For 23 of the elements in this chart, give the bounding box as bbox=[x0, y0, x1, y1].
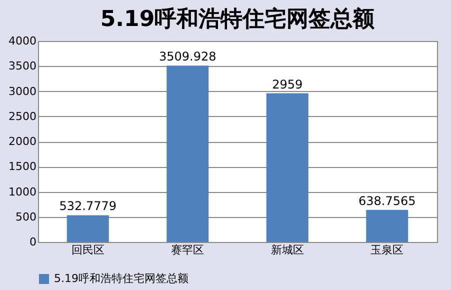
y-tick-label: 4000 bbox=[8, 34, 36, 48]
data-label: 532.7779 bbox=[59, 199, 117, 214]
bar bbox=[266, 93, 308, 242]
y-tick-label: 1500 bbox=[8, 160, 36, 174]
bar bbox=[366, 210, 408, 242]
x-tick-label: 赛罕区 bbox=[171, 244, 204, 256]
bar bbox=[66, 215, 109, 242]
y-tick-label: 2500 bbox=[8, 110, 36, 123]
legend-label: 5.19呼和浩特住宅网签总额 bbox=[54, 272, 188, 285]
y-tick-label: 3500 bbox=[8, 60, 36, 73]
x-tick-label: 回民区 bbox=[71, 244, 104, 256]
x-tick-label: 玉泉区 bbox=[370, 244, 404, 256]
bar bbox=[166, 66, 209, 242]
data-label: 2959 bbox=[272, 77, 303, 92]
data-label: 3509.928 bbox=[158, 50, 216, 64]
data-label: 638.7565 bbox=[358, 194, 416, 208]
y-tick-label: 3000 bbox=[8, 84, 36, 98]
y-tick-label: 0 bbox=[30, 236, 36, 248]
y-tick-label: 500 bbox=[16, 210, 36, 224]
y-tick-label: 1000 bbox=[8, 185, 36, 198]
chart-title: 5.19呼和浩特住宅网签总额 bbox=[100, 6, 376, 32]
x-tick-label: 新城区 bbox=[270, 244, 304, 256]
y-tick-label: 2000 bbox=[8, 135, 36, 148]
